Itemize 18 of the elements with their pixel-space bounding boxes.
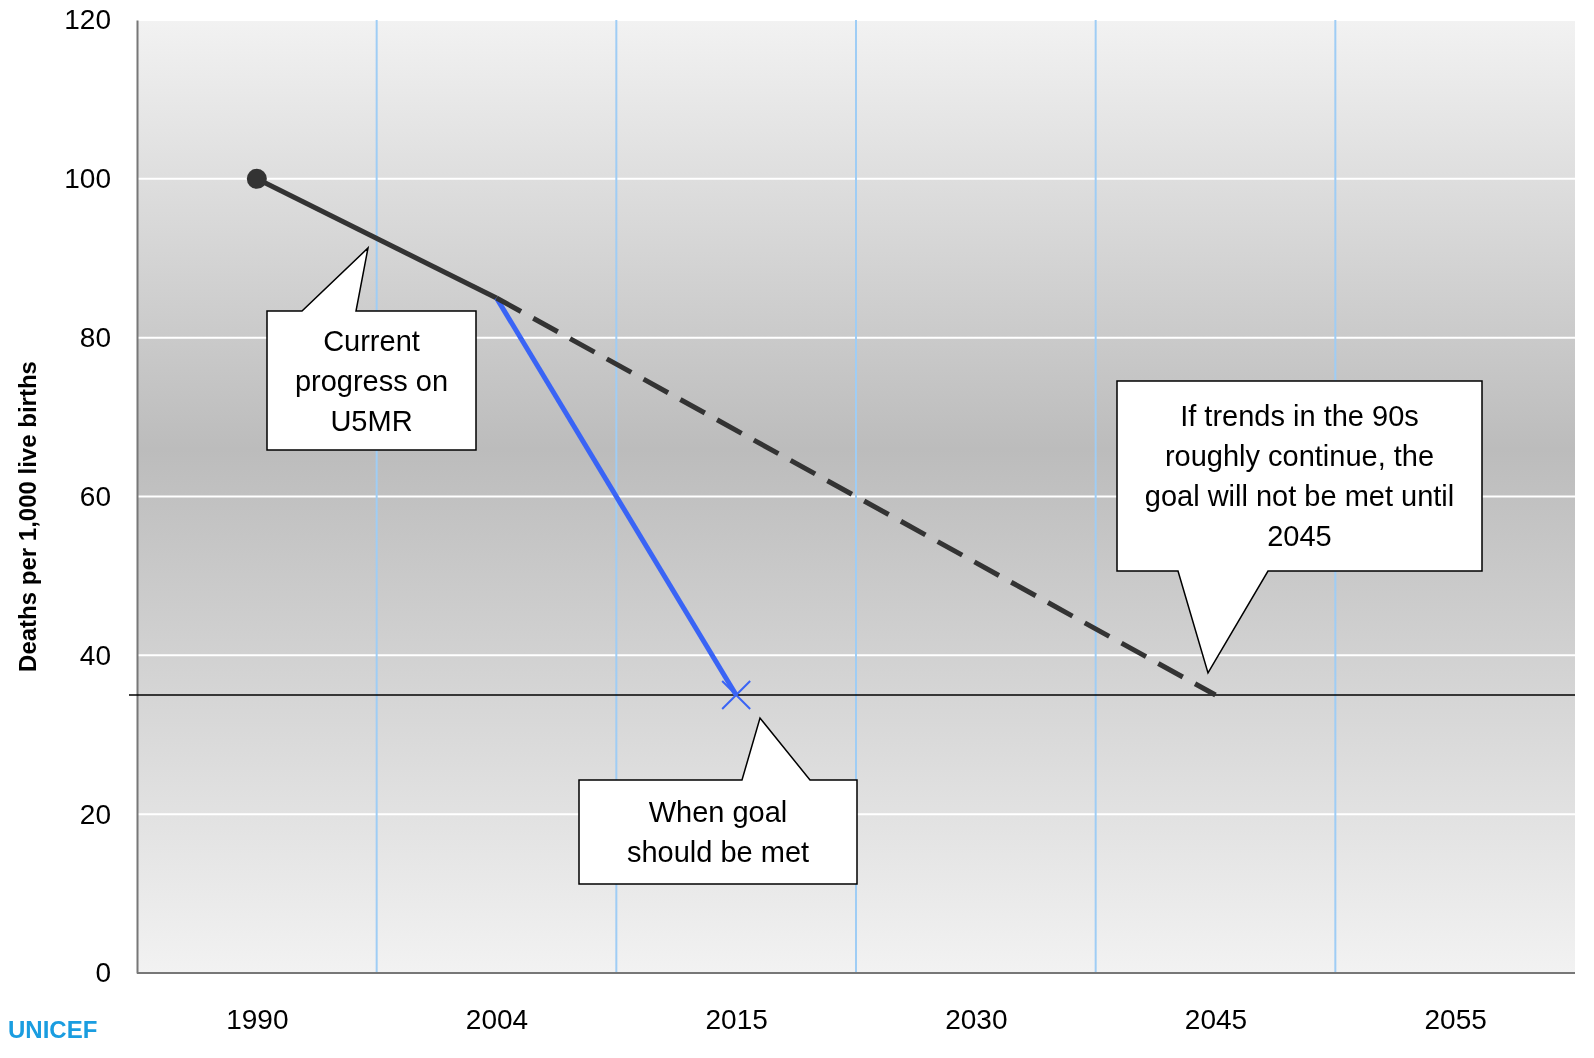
y-tick-label: 0 [95,957,111,989]
y-tick-label: 40 [79,639,111,671]
annotation: If trends in the 90s roughly continue, the goal will not be met until 2045 [1144,400,1455,552]
y-tick-label: 20 [79,798,111,830]
y-tick-label: 80 [79,322,111,354]
annotation: Current progress on U5MR [294,324,449,437]
text: UNICEF [8,1016,98,1043]
y-tick-label: 100 [64,163,111,195]
x-tick-label: 2030 [945,1003,1008,1035]
y-axis-title: Deaths per 1,000 live births [14,361,41,672]
y-tick-label: 120 [64,4,111,36]
annotation: When goal should be met [626,796,810,868]
x-tick-label: 2015 [705,1003,768,1035]
x-tick-label: 2045 [1184,1003,1248,1035]
x-tick-label: 2055 [1424,1003,1487,1035]
x-tick-label: 1990 [226,1003,289,1035]
x-tick-label: 2004 [465,1003,529,1035]
y-tick-label: 60 [79,480,111,512]
